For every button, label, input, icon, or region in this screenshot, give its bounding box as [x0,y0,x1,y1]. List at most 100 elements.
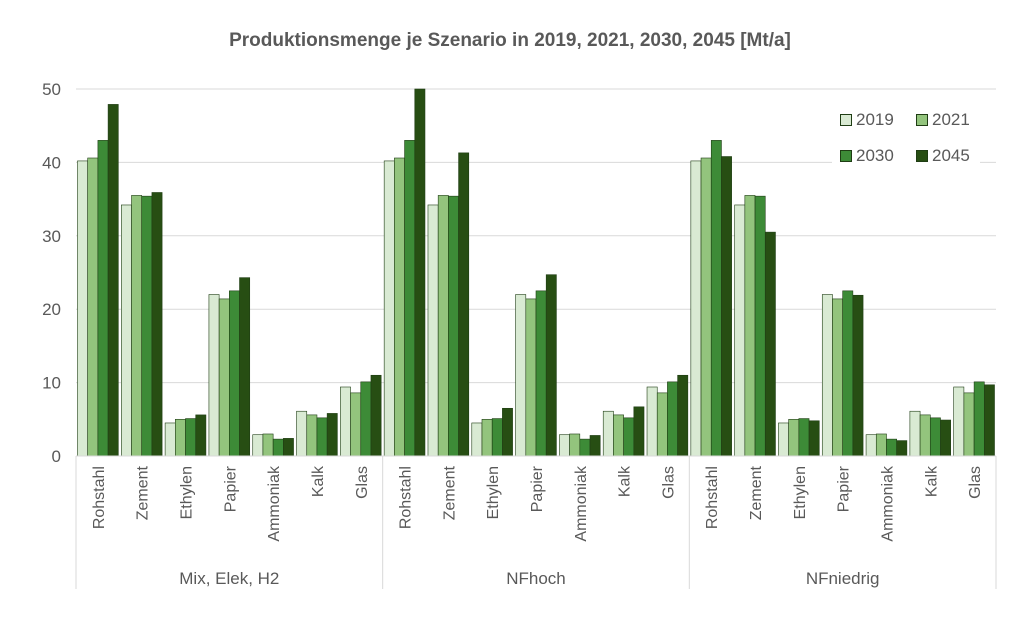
bar [107,104,119,457]
bar [316,417,328,457]
bar [229,290,240,457]
bar [481,418,493,457]
bar [940,419,951,457]
category-label: Ammoniak [879,465,896,542]
bar [633,406,645,457]
y-tick-label: 20 [42,300,61,319]
bar [360,381,372,457]
bar [929,417,941,457]
bar [195,414,207,457]
bar [218,298,230,457]
bar [973,381,985,457]
legend-label: 2030 [856,146,894,165]
bar [121,204,132,457]
bar [491,418,503,457]
bar [808,420,820,457]
bar [613,414,624,457]
bar [164,422,176,457]
bar [963,392,975,457]
bar [448,195,459,457]
bar [909,410,921,457]
bar [383,160,395,457]
bar [764,231,776,457]
bar [131,195,143,457]
bar [700,157,712,457]
bar [306,414,318,457]
bar [326,413,338,457]
y-tick-label: 40 [42,153,61,172]
category-label: Kalk [617,465,634,497]
bar [502,407,513,457]
y-tick-label: 0 [52,447,61,466]
bar [983,384,995,457]
category-label: Ammoniak [266,465,283,542]
bar [97,140,109,457]
bar [151,192,163,457]
bar [579,438,591,457]
bar [710,140,722,457]
category-label: Kalk [923,465,940,497]
bar [886,438,897,457]
group-label: Mix, Elek, H2 [179,569,279,588]
bar [569,433,581,457]
bar [677,374,689,457]
bar [646,386,658,457]
bar [656,392,668,457]
bar [394,157,405,457]
legend-swatch [916,114,928,126]
bar [239,277,251,457]
category-label: Ethylen [792,466,809,519]
bar [667,381,678,457]
category-label: Glas [967,466,984,499]
category-label: Rohstahl [91,466,108,529]
bar [370,374,382,457]
legend-label: 2019 [856,110,894,129]
category-label: Glas [660,466,677,499]
legend: 2019 2021 2030 2045 [832,102,980,184]
bar [340,386,351,457]
category-label: Zement [441,465,458,520]
category-label: Zement [748,465,765,520]
group-label: NFniedrig [806,569,880,588]
bar [545,274,557,457]
bar [953,386,965,457]
bar [515,294,527,457]
bar [208,294,220,457]
category-label: Papier [222,465,239,512]
bar [919,414,931,457]
legend-swatch [840,114,852,126]
x-axis [75,455,997,589]
bar [350,392,362,457]
y-axis-ticks: 0 10 20 30 40 50 [42,80,61,466]
bar [589,435,601,457]
category-label: Rohstahl [398,466,415,529]
chart-title: Produktionsmenge je Szenario in 2019, 20… [229,30,791,51]
bar [734,204,746,457]
bars [77,88,995,457]
bar [437,195,449,457]
category-label: Ammoniak [573,465,590,542]
category-labels: Rohstahl Zement Ethylen Papier Ammoniak Kalk G… [91,465,984,542]
bar [778,422,789,457]
bar [754,195,766,457]
bar [690,160,702,457]
bar [525,298,537,457]
category-label: Papier [836,465,853,512]
bar [414,88,426,457]
category-label: Kalk [310,465,327,497]
bar [87,157,99,457]
bar [865,434,877,457]
category-label: Glas [354,466,371,499]
bar [272,438,284,457]
bar [141,195,153,457]
category-label: Zement [135,465,152,520]
bar [252,434,264,457]
bar [842,290,854,457]
bar [427,204,439,457]
bar [832,298,843,457]
legend-label: 2021 [932,110,970,129]
legend-item: 2019 [840,110,894,130]
bar [602,410,614,457]
y-tick-label: 10 [42,374,61,393]
